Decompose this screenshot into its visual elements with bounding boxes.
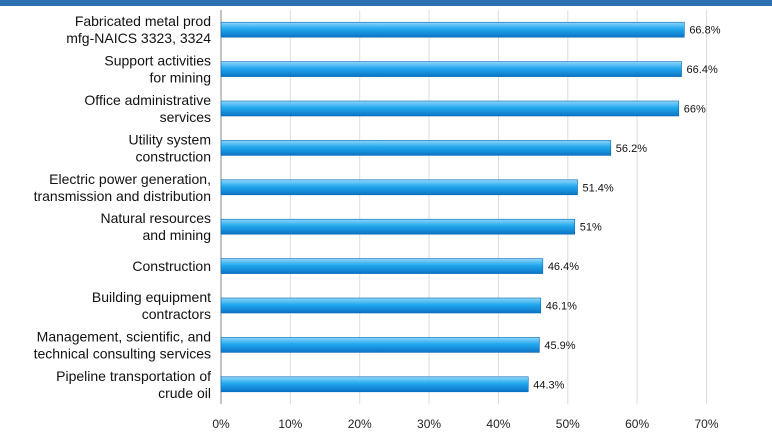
x-tick-label-40: 40% [486,417,510,431]
category-label-1-line-1: Fabricated metal prod [75,13,211,29]
category-label-7-line-1: Construction [132,258,211,274]
category-label-2-line-2: for mining [150,70,211,86]
value-label-7: 46.4% [548,261,579,273]
category-label-10-line-2: crude oil [158,385,211,401]
value-label-10: 44.3% [533,379,564,391]
x-tick-label-10: 10% [278,417,302,431]
category-label-5-line-2: transmission and distribution [34,188,211,204]
bar-6 [220,218,576,235]
bar-8 [220,297,542,314]
bar-10 [220,376,529,393]
x-tick-label-70: 70% [694,417,718,431]
x-tick-label-30: 30% [417,417,441,431]
value-labels: 66.8% 66.4% 66% 56.2% 51.4% 51% 46.4% 46.1% 45.9… [533,25,720,392]
value-label-1: 66.8% [689,25,720,37]
x-tick-label-20: 20% [348,417,372,431]
category-label-2-line-1: Support activities [104,53,211,69]
bar-1 [220,21,685,38]
bars [220,21,685,393]
category-label-8-line-1: Building equipment [92,289,211,305]
category-label-6-line-2: and mining [143,227,212,243]
category-label-4-line-2: construction [136,148,211,164]
bar-2 [220,61,682,77]
x-tick-label-50: 50% [556,417,580,431]
value-label-6: 51% [580,222,602,234]
value-label-9: 45.9% [544,340,575,352]
x-tick-label-0: 0% [212,417,230,431]
value-label-5: 51.4% [583,182,614,194]
x-axis-ticks: 0% 10% 20% 30% 40% 50% 60% 70% [212,417,719,431]
category-label-5-line-1: Electric power generation, [49,171,211,187]
value-label-4: 56.2% [616,143,647,155]
bar-9 [220,337,540,353]
bar-4 [220,140,612,156]
category-label-9-line-2: technical consulting services [34,345,211,361]
value-label-3: 66% [684,104,706,116]
value-label-8: 46.1% [546,301,577,313]
category-label-4-line-1: Utility system [129,131,211,147]
bar-3 [220,100,680,117]
bar-5 [220,179,578,196]
category-label-9-line-1: Management, scientific, and [37,328,211,344]
category-label-3-line-2: services [160,109,211,125]
category-label-8-line-2: contractors [142,306,211,322]
category-label-3-line-1: Office administrative [84,92,211,108]
category-label-10-line-1: Pipeline transportation of [56,368,211,384]
x-tick-label-60: 60% [625,417,649,431]
category-label-1-line-2: mfg-NAICS 3323, 3324 [66,30,211,46]
category-label-6-line-1: Natural resources [101,210,212,226]
value-label-2: 66.4% [687,64,718,76]
top-header-bar [0,0,772,6]
bar-7 [220,258,544,274]
